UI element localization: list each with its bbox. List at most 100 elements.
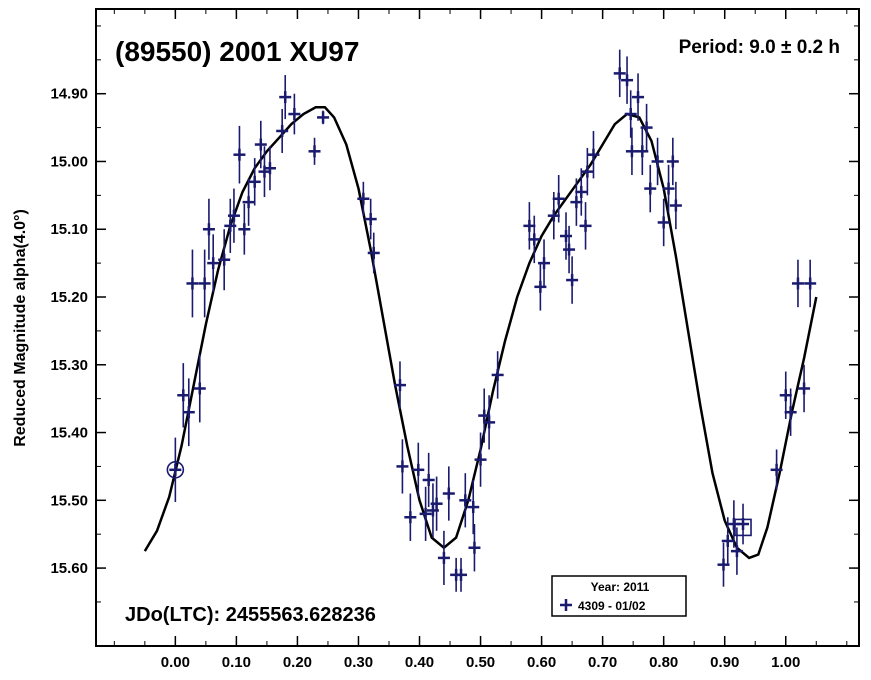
data-point	[666, 137, 679, 186]
data-point	[587, 130, 600, 179]
x-tick-label: 0.00	[161, 654, 190, 671]
y-tick-label: 15.60	[50, 560, 88, 577]
data-point	[575, 168, 588, 216]
data-point	[560, 212, 573, 260]
period-label: Period: 9.0 ± 0.2 h	[679, 37, 840, 58]
legend-entry: 4309 - 01/02	[578, 599, 646, 613]
data-point	[721, 517, 734, 565]
data-point	[804, 259, 817, 308]
data-point	[624, 90, 637, 138]
data-point	[455, 557, 468, 592]
data-point	[182, 378, 195, 447]
data-point	[737, 503, 750, 545]
data-point	[528, 215, 541, 264]
reference-markers	[166, 461, 752, 537]
data-point	[566, 256, 579, 304]
data-point	[581, 147, 594, 196]
data-point	[364, 198, 377, 240]
plot-frame	[95, 8, 860, 647]
data-point	[202, 198, 215, 260]
data-point	[186, 249, 199, 318]
data-point	[248, 158, 261, 206]
data-point	[474, 432, 487, 487]
data-point	[770, 449, 783, 491]
x-tick-label: 0.40	[405, 654, 434, 671]
data-point	[218, 229, 231, 291]
data-point	[491, 351, 504, 399]
data-point	[644, 164, 657, 213]
data-point	[459, 473, 472, 528]
data-point	[621, 56, 634, 104]
data-point	[207, 234, 220, 292]
data-points-layer	[169, 49, 817, 592]
x-tick-label: 0.70	[588, 654, 617, 671]
x-tick-label: 0.10	[222, 654, 251, 671]
data-point	[791, 259, 804, 308]
x-tick-label: 0.30	[344, 654, 373, 671]
data-point	[193, 354, 206, 423]
y-tick-label: 15.50	[50, 492, 88, 509]
data-point	[242, 178, 255, 226]
data-point	[563, 225, 576, 274]
data-point	[308, 137, 321, 165]
data-point	[483, 395, 496, 450]
data-point	[478, 388, 491, 443]
data-point	[317, 110, 330, 125]
data-point	[657, 198, 670, 247]
y-tick-label: 15.30	[50, 357, 88, 374]
x-tick-label: 0.80	[649, 654, 678, 671]
data-point	[412, 442, 425, 497]
chart-title: (89550) 2001 XU97	[115, 36, 359, 67]
x-tick-label: 1.00	[771, 654, 800, 671]
data-point	[422, 452, 435, 508]
data-point	[570, 178, 583, 226]
data-point	[367, 232, 380, 274]
data-point	[579, 202, 592, 250]
data-point	[288, 93, 301, 135]
data-point	[538, 239, 551, 287]
fit-curve-layer	[143, 106, 818, 560]
data-point	[276, 108, 289, 154]
legend: Year: 2011 4309 - 01/02	[551, 575, 687, 617]
legend-title: Year: 2011	[591, 580, 650, 594]
circle-marker	[166, 461, 185, 479]
data-point	[404, 493, 417, 541]
data-point	[198, 249, 211, 318]
data-point	[233, 125, 246, 184]
data-point	[254, 120, 267, 169]
data-point	[468, 524, 481, 572]
square-marker	[734, 518, 752, 537]
x-tick-label: 0.50	[466, 654, 495, 671]
data-point	[467, 479, 480, 535]
data-point	[632, 73, 645, 121]
data-point	[784, 388, 797, 436]
data-point	[357, 181, 370, 216]
data-point	[419, 486, 432, 541]
y-tick-label: 15.00	[50, 153, 88, 170]
data-point	[177, 363, 190, 428]
y-tick-label: 15.40	[50, 425, 88, 442]
legend-marker-icon	[560, 599, 572, 611]
data-point	[613, 49, 626, 98]
fit-curve	[143, 106, 818, 560]
data-point	[238, 203, 251, 255]
data-point	[552, 175, 565, 223]
data-point	[798, 364, 811, 413]
data-point	[651, 137, 664, 186]
x-tick-label: 0.20	[283, 654, 312, 671]
data-point	[169, 437, 182, 502]
jdo-label: JDo(LTC): 2455563.628236	[125, 604, 376, 626]
data-point	[396, 439, 409, 494]
x-tick-label: 0.60	[527, 654, 556, 671]
y-axis-label: Reduced Magnitude alpha(4.0°)	[12, 209, 29, 447]
legend-box	[551, 575, 687, 617]
data-point	[730, 527, 743, 575]
data-point	[662, 164, 675, 213]
y-tick-label: 14.90	[50, 86, 88, 103]
y-tick-label: 15.10	[50, 221, 88, 238]
data-point	[523, 202, 536, 250]
data-point	[279, 75, 292, 120]
data-point	[442, 466, 455, 521]
data-point	[625, 127, 638, 176]
